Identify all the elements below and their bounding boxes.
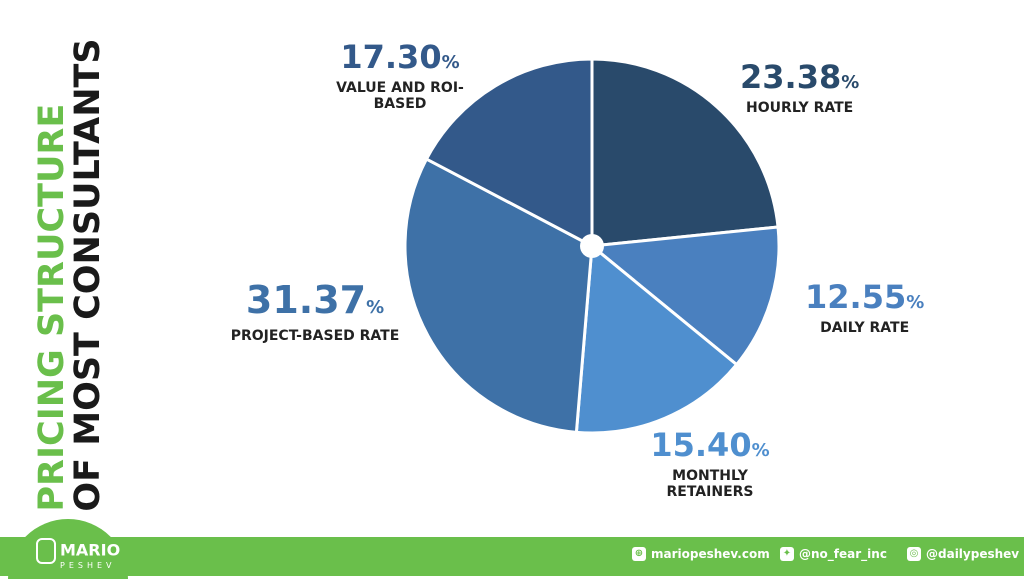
name-monthly: MONTHLY RETAINERS: [666, 468, 754, 500]
pie-slice-0: [590, 57, 780, 248]
pie-slice-2: [574, 243, 739, 435]
name-project: PROJECT-BASED RATE: [230, 328, 400, 344]
label-daily: 12.55% DAILY RATE: [805, 280, 924, 336]
label-value: 17.30% VALUE AND ROI-BASED: [330, 40, 470, 112]
value-hourly: 23.38: [740, 58, 842, 96]
value-value: 17.30: [340, 38, 442, 76]
pie-center-hole: [580, 234, 604, 258]
instagram-text: @dailypeshev: [926, 547, 1020, 561]
label-monthly: 15.40% MONTHLY RETAINERS: [650, 428, 770, 500]
percent-sign: %: [441, 52, 460, 73]
twitter-icon: ✦: [780, 547, 794, 561]
face-icon: [36, 538, 56, 564]
brand-logo: MARIO PESHEV: [36, 538, 120, 570]
brand-sub: PESHEV: [60, 561, 116, 570]
website-text: mariopeshev.com: [651, 547, 770, 561]
instagram-link[interactable]: ◎ @dailypeshev: [907, 547, 1019, 561]
globe-icon: ⊕: [632, 547, 646, 561]
website-link[interactable]: ⊕ mariopeshev.com: [632, 547, 770, 561]
pie-slice-3: [403, 156, 594, 434]
footer: [0, 537, 1024, 576]
instagram-icon: ◎: [907, 547, 921, 561]
percent-sign: %: [366, 297, 385, 318]
twitter-link[interactable]: ✦ @no_fear_inc: [780, 547, 887, 561]
percent-sign: %: [906, 292, 925, 313]
name-hourly: HOURLY RATE: [746, 100, 854, 116]
percent-sign: %: [841, 72, 860, 93]
twitter-text: @no_fear_inc: [799, 547, 887, 561]
brand-name: MARIO: [60, 540, 121, 560]
pie-slice-4: [424, 57, 594, 249]
value-project: 31.37: [245, 278, 367, 322]
value-daily: 12.55: [805, 278, 907, 316]
label-hourly: 23.38% HOURLY RATE: [740, 60, 859, 116]
label-project: 31.37% PROJECT-BASED RATE: [230, 280, 400, 344]
percent-sign: %: [751, 440, 770, 461]
name-daily: DAILY RATE: [820, 320, 910, 336]
pie-slice-1: [588, 225, 781, 367]
value-monthly: 15.40: [650, 426, 752, 464]
name-value: VALUE AND ROI-BASED: [336, 80, 464, 112]
